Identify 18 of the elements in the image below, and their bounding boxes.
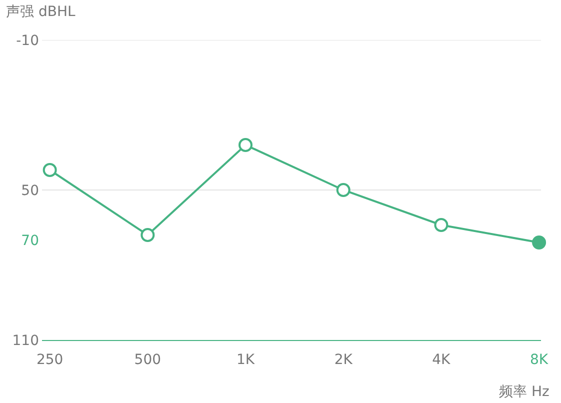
y-tick-label: 110 (12, 332, 39, 349)
x-tick-label: 500 (134, 352, 162, 368)
y-tick-label: 50 (21, 182, 39, 199)
x-tick-label: 2K (334, 352, 354, 368)
y-tick-label: 70 (21, 232, 39, 249)
y-tick-label: -10 (16, 32, 39, 49)
x-tick-label: 8K (530, 352, 549, 368)
x-axis-title: 频率 Hz (499, 384, 550, 400)
y-axis-title: 声强 dBHL (6, 4, 76, 20)
point (42, 163, 57, 177)
point (336, 183, 350, 197)
point (140, 228, 155, 242)
x-tick-label: 1K (236, 352, 256, 368)
x-tick-label: 4K (432, 352, 452, 368)
point (532, 236, 546, 250)
x-tick-label: 250 (36, 352, 64, 368)
point (238, 138, 253, 152)
point (434, 218, 448, 232)
